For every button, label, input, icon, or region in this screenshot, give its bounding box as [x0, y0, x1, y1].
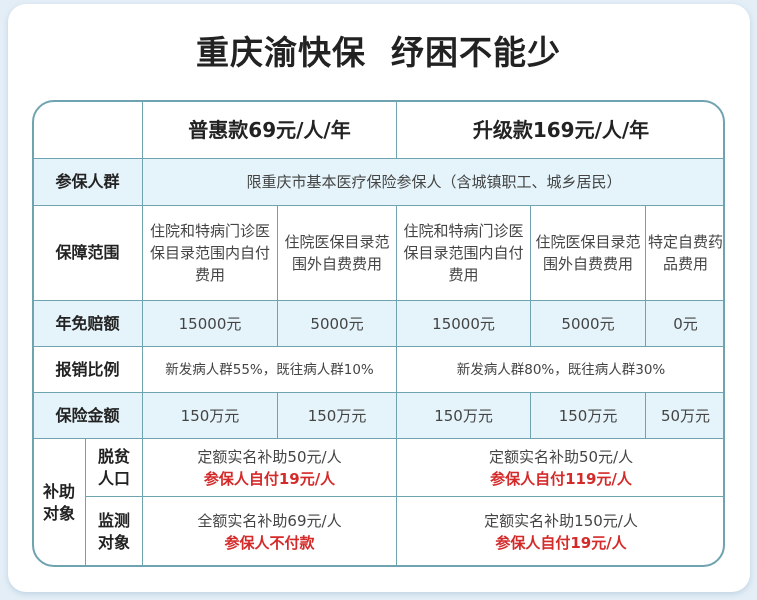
- header-row: 普惠款69元/人/年 升级款169元/人/年: [34, 102, 723, 159]
- row-label: 参保人群: [34, 158, 143, 206]
- subsidy-text: 全额实名补助69元/人: [197, 512, 342, 530]
- row-label: 年免赔额: [34, 300, 143, 347]
- table-row: 参保人群 限重庆市基本医疗保险参保人（含城镇职工、城乡居民）: [34, 158, 723, 206]
- subsidy-cell: 定额实名补助50元/人 参保人自付119元/人: [396, 438, 723, 497]
- row-label: 保障范围: [34, 205, 143, 301]
- subsidy-text: 定额实名补助50元/人: [488, 447, 634, 466]
- plan-basic-header: 普惠款69元/人/年: [141, 102, 398, 159]
- reimbursement-upgrade: 新发病人群80%，既往病人群30%: [396, 346, 723, 393]
- coverage-cell: 住院医保目录范围外自费费用: [276, 205, 398, 301]
- comparison-table: 普惠款69元/人/年 升级款169元/人/年 参保人群 限重庆市基本医疗保险参保…: [32, 100, 725, 567]
- coverage-cell: 住院和特病门诊医保目录范围内自付费用: [142, 205, 278, 301]
- row-label: 保险金额: [34, 392, 143, 439]
- table-row: 报销比例 新发病人群55%，既往病人群10% 新发病人群80%，既往病人群30%: [34, 346, 723, 393]
- subsidy-text: 定额实名补助50元/人: [197, 447, 342, 466]
- subsidy-cell: 定额实名补助50元/人 参保人自付19元/人: [141, 438, 398, 497]
- self-pay-text: 参保人自付19元/人: [495, 534, 627, 552]
- plan-upgrade-header: 升级款169元/人/年: [396, 102, 723, 159]
- subsidy-cell: 全额实名补助69元/人 参保人不付款: [141, 496, 398, 565]
- deductible-cell: 5000元: [530, 300, 647, 347]
- subsidy-text: 定额实名补助150元/人: [484, 512, 638, 530]
- table-row: 保障范围 住院和特病门诊医保目录范围内自付费用 住院医保目录范围外自费费用 住院…: [34, 205, 723, 301]
- row-label: 报销比例: [34, 346, 143, 393]
- eligibility-value: 限重庆市基本医疗保险参保人（含城镇职工、城乡居民）: [141, 158, 723, 206]
- coverage-cell: 住院和特病门诊医保目录范围内自付费用: [396, 205, 532, 301]
- subsidy-cell: 定额实名补助150元/人 参保人自付19元/人: [396, 496, 723, 565]
- amount-cell: 150万元: [530, 392, 647, 439]
- amount-cell: 150万元: [396, 392, 532, 439]
- sub-label: 脱贫人口: [85, 438, 143, 497]
- amount-cell: 150万元: [276, 392, 398, 439]
- table-row: 保险金额 150万元 150万元 150万元 150万元 50万元: [34, 392, 723, 439]
- amount-cell: 150万元: [142, 392, 278, 439]
- sub-label: 监测对象: [85, 496, 143, 565]
- row-label: 补助对象: [34, 438, 86, 565]
- deductible-cell: 5000元: [276, 300, 398, 347]
- table-row: 补助对象 脱贫人口 定额实名补助50元/人 参保人自付19元/人 定额实名补助5…: [34, 438, 723, 565]
- deductible-cell: 15000元: [396, 300, 532, 347]
- amount-cell: 50万元: [645, 392, 723, 439]
- coverage-cell: 特定自费药品费用: [645, 205, 723, 301]
- reimbursement-basic: 新发病人群55%，既往病人群10%: [141, 346, 398, 393]
- self-pay-text: 参保人自付19元/人: [203, 469, 336, 488]
- coverage-cell: 住院医保目录范围外自费费用: [530, 205, 647, 301]
- deductible-cell: 15000元: [142, 300, 278, 347]
- corner-cell: [34, 102, 143, 159]
- page-title: 重庆渝快保 纾困不能少: [196, 33, 561, 72]
- table-row: 年免赔额 15000元 5000元 15000元 5000元 0元: [34, 300, 723, 347]
- self-pay-text: 参保人不付款: [224, 534, 315, 552]
- deductible-cell: 0元: [645, 300, 723, 347]
- self-pay-text: 参保人自付119元/人: [490, 469, 632, 488]
- table-row: 监测对象 全额实名补助69元/人 参保人不付款 定额实名补助150元/人 参保人…: [34, 496, 723, 565]
